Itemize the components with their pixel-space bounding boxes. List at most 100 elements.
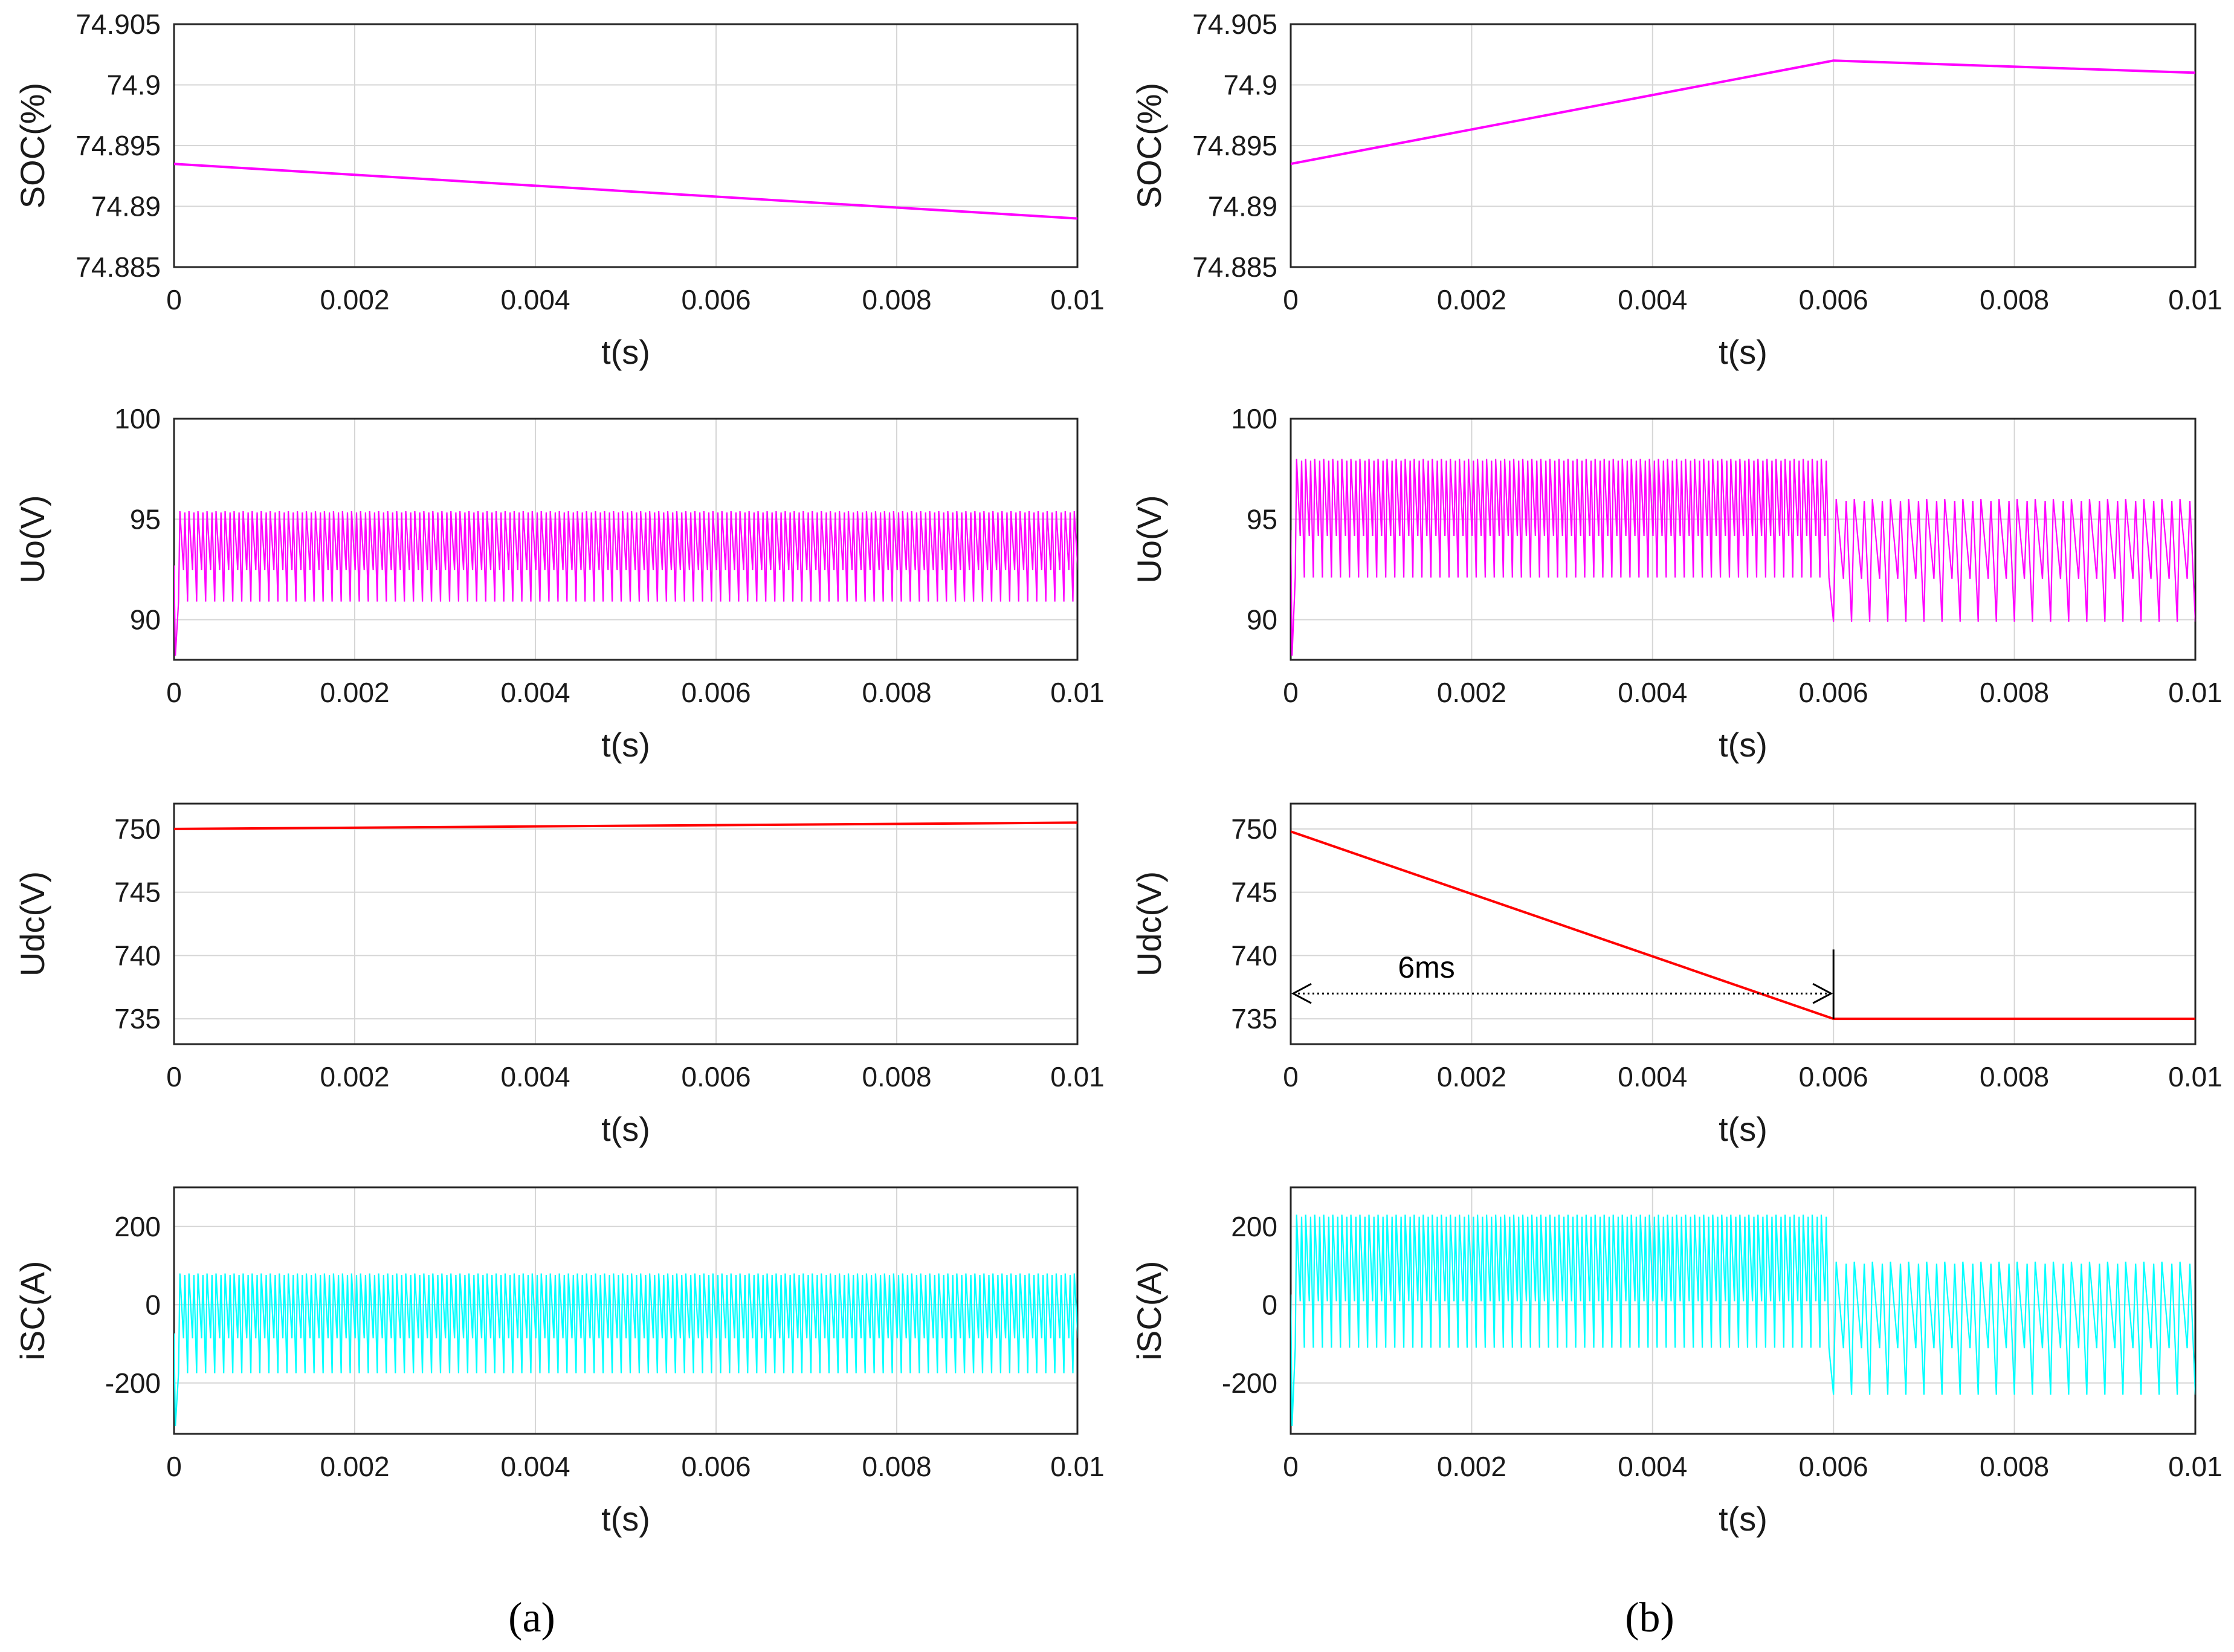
y-tick-label: 95 [1247, 503, 1277, 535]
x-tick-label: 0 [1283, 284, 1299, 315]
x-tick-label: 0.004 [1618, 1451, 1687, 1482]
x-tick-label: 0.006 [681, 1451, 751, 1482]
y-tick-label: 100 [1231, 403, 1277, 434]
x-tick-label: 0.006 [681, 284, 751, 315]
y-tick-label: 74.905 [76, 8, 161, 40]
plot-frame [1290, 418, 2197, 661]
x-tick-label: 0.004 [1618, 1061, 1687, 1092]
x-tick-label: 0.004 [500, 1061, 570, 1092]
plot-frame [173, 802, 1079, 1045]
x-tick-label: 0.002 [1437, 284, 1506, 315]
x-tick-label: 0.006 [681, 1061, 751, 1092]
x-tick-label: 0.006 [681, 677, 751, 708]
plot-frame [1290, 802, 2197, 1045]
plot-border [173, 418, 1079, 661]
x-tick-label: 0.004 [500, 677, 570, 708]
series-line-Uo [174, 511, 1077, 656]
x-tick-label: 0.01 [2168, 284, 2223, 315]
y-tick-label: 74.905 [1192, 8, 1277, 40]
x-axis-label: t(s) [601, 333, 650, 371]
y-tick-label: 74.895 [1192, 130, 1277, 161]
y-axis-label: SOC(%) [1130, 83, 1168, 208]
y-tick-label: 750 [1231, 813, 1277, 845]
x-tick-label: 0 [166, 284, 182, 315]
y-tick-label: 74.9 [106, 69, 161, 101]
y-tick-label: 74.885 [1192, 251, 1277, 283]
x-tick-label: 0.002 [320, 1451, 389, 1482]
x-tick-label: 0.004 [1618, 677, 1687, 708]
plot-border [173, 802, 1079, 1045]
x-tick-label: 0.01 [1050, 1061, 1105, 1092]
y-tick-label: 74.89 [91, 191, 161, 222]
x-tick-label: 0.01 [1050, 1451, 1105, 1482]
panel-label-b: (b) [1625, 1595, 1674, 1641]
y-tick-label: -200 [1222, 1367, 1277, 1399]
x-tick-label: 0.002 [1437, 1451, 1506, 1482]
x-tick-label: 0 [1283, 1451, 1299, 1482]
x-tick-label: 0.01 [2168, 1451, 2223, 1482]
y-axis-label: iSC(A) [1130, 1261, 1168, 1361]
x-tick-label: 0.008 [862, 1451, 931, 1482]
x-tick-label: 0 [166, 1451, 182, 1482]
plot-border [173, 23, 1079, 268]
y-tick-label: 74.885 [76, 251, 161, 283]
y-tick-label: 74.89 [1208, 191, 1277, 222]
x-tick-label: 0.006 [1799, 677, 1868, 708]
y-tick-label: 0 [145, 1289, 161, 1320]
y-tick-label: -200 [105, 1367, 161, 1399]
annotation-arrowhead-left [1291, 982, 1312, 1004]
y-axis-label: Uo(V) [1130, 495, 1168, 583]
y-axis-label: SOC(%) [13, 83, 51, 208]
x-tick-label: 0.01 [1050, 677, 1105, 708]
x-axis-label: t(s) [1719, 1110, 1768, 1148]
y-axis-label: Uo(V) [13, 495, 51, 583]
x-tick-label: 0.006 [1799, 1061, 1868, 1092]
panel-label-a: (a) [508, 1595, 555, 1641]
annotation-arrowhead-right [1812, 982, 1833, 1004]
plot-border [1290, 23, 2197, 268]
plot-frame [173, 1186, 1079, 1435]
x-tick-label: 0.002 [1437, 677, 1506, 708]
subplot-b-udc: 0 0.002 0.004 0.006 0.008 0.01 735 740 745 750 t(s… [1130, 802, 2223, 1148]
y-tick-label: 740 [1231, 940, 1277, 971]
x-axis-label: t(s) [1719, 726, 1768, 764]
subplot-b-isc: 0 0.002 0.004 0.006 0.008 0.01 -200 0 200 t(s) iSC… [1130, 1186, 2223, 1538]
series-line-Udc [174, 821, 1077, 830]
y-tick-label: 735 [114, 1003, 161, 1034]
x-tick-label: 0 [1283, 677, 1299, 708]
y-tick-label: 100 [114, 403, 161, 434]
series-line-SOC [174, 163, 1077, 220]
x-tick-label: 0.006 [1799, 284, 1868, 315]
subplot-b-soc: 0 0.002 0.004 0.006 0.008 0.01 74.885 74.89 74.8… [1130, 8, 2223, 371]
x-tick-label: 0.008 [1980, 1451, 2049, 1482]
plot-frame [173, 418, 1079, 661]
subplot-a-soc: 0 0.002 0.004 0.006 0.008 0.01 74.885 74.89 74.8… [13, 8, 1105, 371]
y-axis-label: Udc(V) [1130, 871, 1168, 976]
x-axis-label: t(s) [601, 1500, 650, 1538]
x-tick-label: 0.002 [320, 1061, 389, 1092]
y-axis-label: Udc(V) [13, 871, 51, 976]
series-line-Uo [1291, 459, 2195, 656]
y-tick-label: 745 [114, 877, 161, 908]
x-tick-label: 0.01 [2168, 1061, 2223, 1092]
x-tick-label: 0.01 [2168, 677, 2223, 708]
x-axis-label: t(s) [601, 726, 650, 764]
subplot-a-isc: 0 0.002 0.004 0.006 0.008 0.01 -200 0 200 t(s) iSC… [13, 1186, 1105, 1538]
y-tick-label: 0 [1262, 1289, 1277, 1320]
x-axis-label: t(s) [1719, 333, 1768, 371]
subplots: 0 0.002 0.004 0.006 0.008 0.01 74.885 74.89 74.8… [13, 8, 2223, 1538]
plot-border [173, 1186, 1079, 1435]
annotation-label: 6ms [1398, 950, 1454, 984]
subplot-b-uo: 0 0.002 0.004 0.006 0.008 0.01 90 95 100 t(s) Uo(V… [1130, 403, 2223, 764]
x-tick-label: 0.008 [862, 284, 931, 315]
y-tick-label: 90 [130, 604, 161, 636]
y-axis-label: iSC(A) [13, 1261, 51, 1361]
x-tick-label: 0.004 [500, 1451, 570, 1482]
x-tick-label: 0.004 [1618, 284, 1687, 315]
x-tick-label: 0.008 [1980, 1061, 2049, 1092]
plot-frame [1290, 1186, 2197, 1435]
y-tick-label: 200 [114, 1211, 161, 1242]
y-tick-label: 74.9 [1223, 69, 1277, 101]
x-tick-label: 0 [166, 677, 182, 708]
